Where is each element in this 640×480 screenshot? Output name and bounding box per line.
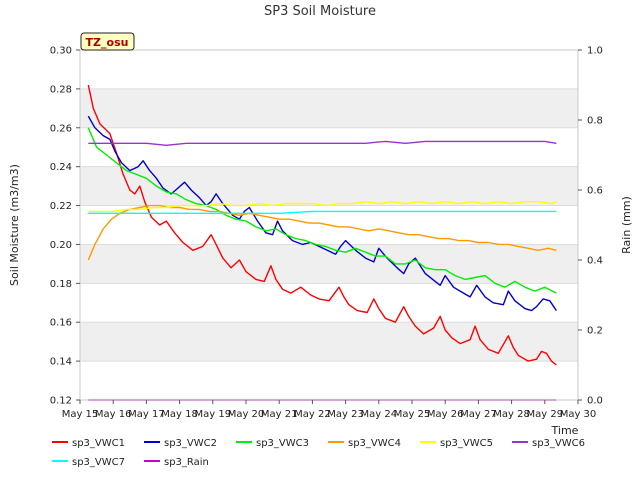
y-tick-label: 0.20 (50, 240, 72, 251)
x-tick-label: May 17 (128, 409, 165, 420)
x-tick-label: May 20 (228, 409, 265, 420)
y-tick-label-right: 0.8 (587, 116, 603, 127)
y-tick-label: 0.18 (50, 279, 72, 290)
x-tick-label: May 18 (161, 409, 198, 420)
y-tick-label: 0.24 (50, 162, 72, 173)
badge-label: TZ_osu (86, 36, 129, 49)
legend-label: sp3_VWC1 (72, 438, 125, 449)
legend-label: sp3_VWC2 (164, 438, 217, 449)
x-tick-label: May 28 (493, 409, 530, 420)
x-tick-label: May 29 (527, 409, 564, 420)
y-tick-label-right: 0.6 (587, 186, 603, 197)
grid-band (80, 88, 578, 128)
x-tick-label: May 25 (394, 409, 431, 420)
legend-label: sp3_VWC5 (440, 438, 493, 449)
series-line-sp3_VWC4 (87, 204, 557, 261)
series-line-sp3_VWC1 (87, 84, 557, 366)
series-line-sp3_VWC5 (88, 200, 557, 213)
x-tick-label: May 30 (560, 409, 597, 420)
y-tick-label-right: 0.0 (587, 396, 603, 407)
y-tick-label: 0.14 (50, 357, 72, 368)
y-tick-label: 0.28 (50, 84, 72, 95)
y-tick-label: 0.26 (50, 123, 72, 134)
x-tick-label: May 23 (327, 409, 364, 420)
y-tick-label: 0.22 (50, 201, 72, 212)
x-tick-label: May 26 (427, 409, 464, 420)
x-tick-label: May 22 (294, 409, 331, 420)
y-tick-label-right: 0.4 (587, 256, 603, 267)
grid-band (80, 166, 578, 206)
legend-label: sp3_VWC4 (348, 438, 401, 449)
x-tick-label: May 15 (62, 409, 99, 420)
y-tick-label: 0.12 (50, 396, 72, 407)
chart-title: SP3 Soil Moisture (264, 4, 376, 19)
legend-label: sp3_Rain (164, 457, 209, 468)
grid-band (80, 244, 578, 284)
series-line-sp3_VWC6 (88, 140, 557, 147)
y-tick-label: 0.16 (50, 318, 72, 329)
x-tick-label: May 19 (195, 409, 232, 420)
plot-frame (79, 49, 579, 401)
x-tick-label: May 24 (361, 409, 398, 420)
x-tick-label: May 16 (95, 409, 132, 420)
y-axis-label: Soil Moisture (m3/m3) (8, 164, 21, 286)
badge: TZ_osu (80, 32, 135, 51)
y-tick-label-right: 1.0 (587, 46, 603, 57)
legend-label: sp3_VWC7 (72, 457, 125, 468)
y-tick-label: 0.30 (50, 46, 72, 57)
y-axis-label-right: Rain (mm) (620, 196, 633, 254)
y-tick-label-right: 0.2 (587, 326, 603, 337)
badge-box (80, 32, 135, 51)
x-tick-label: May 27 (460, 409, 497, 420)
series-line-sp3_VWC7 (88, 210, 557, 215)
legend-label: sp3_VWC3 (256, 438, 309, 449)
legend-label: sp3_VWC6 (532, 438, 585, 449)
grid-band (80, 322, 578, 362)
series-line-sp3_VWC3 (87, 127, 557, 294)
x-tick-label: May 21 (261, 409, 298, 420)
legend: sp3_VWC1 sp3_VWC2 sp3_VWC3 sp3_VWC4 sp3_VWC5… (52, 438, 585, 468)
x-axis-label: Time (551, 424, 579, 437)
